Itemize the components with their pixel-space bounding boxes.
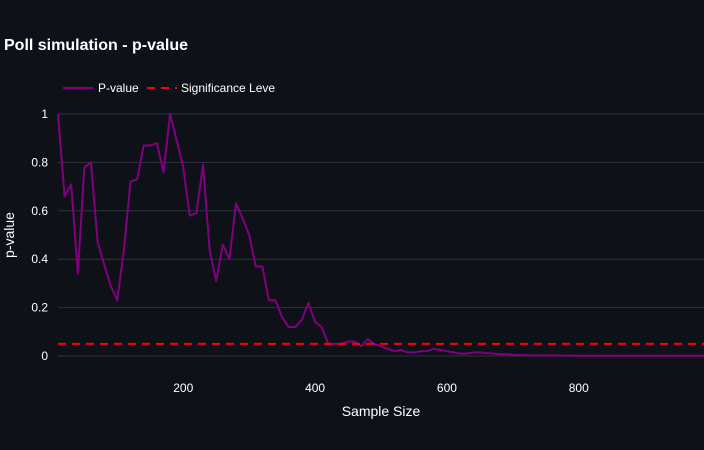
y-tick-label: 0.2 <box>31 301 48 315</box>
y-tick-label: 0.8 <box>31 155 48 169</box>
series-line-p-value <box>57 113 704 357</box>
x-tick-label: 600 <box>437 381 457 395</box>
y-tick-label: 1 <box>41 107 48 121</box>
x-tick-label: 800 <box>569 381 589 395</box>
x-tick-label: 400 <box>305 381 325 395</box>
chart-title: Poll simulation - p-value <box>4 37 188 54</box>
grid <box>58 113 704 357</box>
y-axis-ticks: 0 0.2 0.4 0.6 0.8 1 <box>31 107 48 363</box>
x-axis-ticks: 200 400 600 800 <box>173 381 589 395</box>
legend-label-p-value: P-value <box>98 81 139 95</box>
y-tick-label: 0 <box>41 349 48 363</box>
y-axis-title: p-value <box>1 212 17 258</box>
x-axis-title: Sample Size <box>342 403 421 419</box>
series-layer <box>57 113 704 357</box>
x-tick-label: 200 <box>173 381 193 395</box>
legend-label-significance-level: Significance Leve <box>181 81 275 95</box>
y-tick-label: 0.6 <box>31 204 48 218</box>
legend: P-value Significance Leve <box>63 81 275 95</box>
y-tick-label: 0.4 <box>31 252 48 266</box>
